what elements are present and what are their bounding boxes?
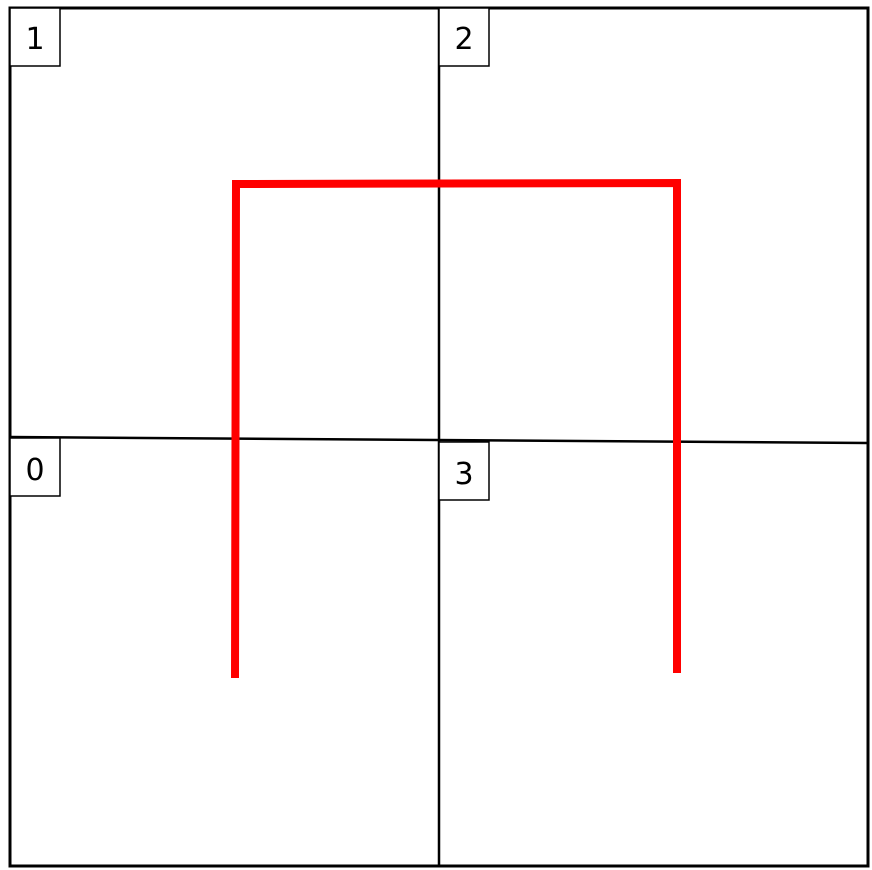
cell-label-top-left: 1 [9, 7, 61, 67]
cell-label-bottom-left: 0 [9, 437, 61, 497]
svg-text:1: 1 [25, 22, 44, 57]
cell-label-bottom-right: 3 [438, 441, 490, 501]
cell-label-top-right: 2 [438, 7, 490, 67]
svg-text:3: 3 [454, 457, 473, 492]
red-path [231, 178, 681, 679]
svg-text:0: 0 [25, 453, 44, 488]
svg-text:2: 2 [454, 22, 473, 57]
horizontal-divider [9, 435, 869, 445]
